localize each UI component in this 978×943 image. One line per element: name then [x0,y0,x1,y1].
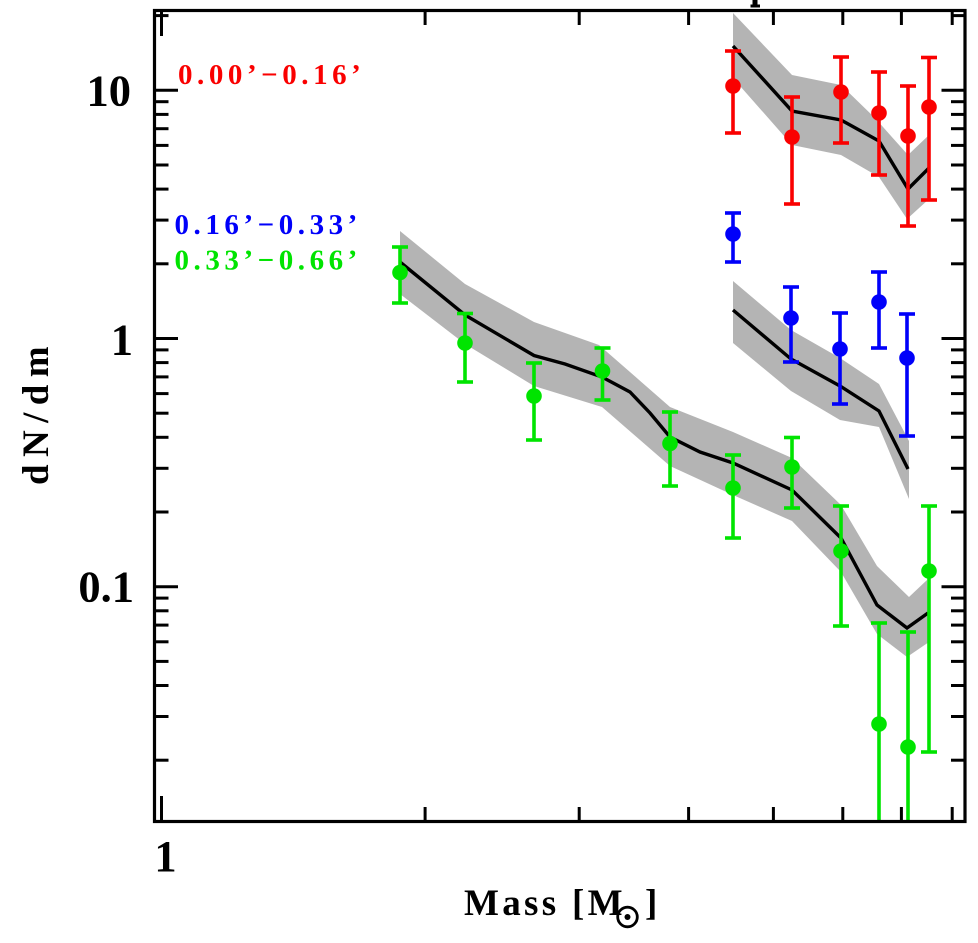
svg-text:0.16’−0.33’: 0.16’−0.33’ [175,209,362,241]
svg-text:Mass [M: Mass [M [464,883,626,924]
svg-text:1: 1 [154,831,176,881]
svg-text:0.00’−0.16’: 0.00’−0.16’ [178,59,365,91]
svg-text:]: ] [645,883,657,924]
svg-text:dN/dm: dN/dm [16,339,57,485]
svg-text:0.33’−0.66’: 0.33’−0.66’ [175,245,362,277]
svg-text:0.1: 0.1 [78,562,134,612]
svg-text:1: 1 [111,315,133,365]
svg-text:10: 10 [87,66,132,116]
